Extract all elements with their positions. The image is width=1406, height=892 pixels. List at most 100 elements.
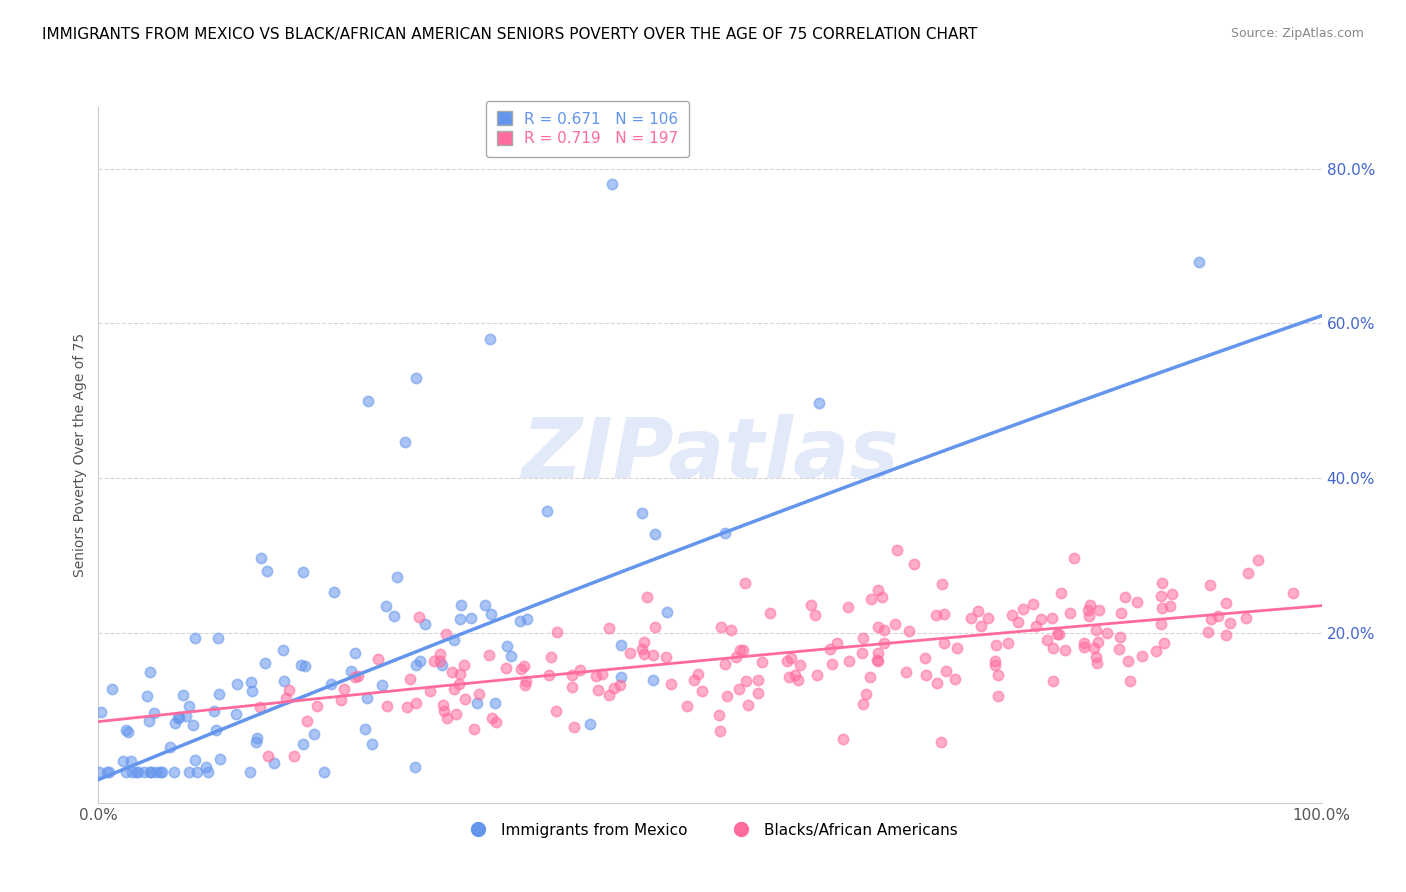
Point	[1024, 619, 1046, 633]
Point	[509, 614, 531, 628]
Point	[591, 667, 613, 681]
Point	[644, 619, 666, 633]
Point	[619, 646, 641, 660]
Point	[460, 610, 482, 624]
Point	[249, 700, 271, 714]
Point	[394, 435, 416, 450]
Point	[682, 673, 704, 687]
Point	[510, 661, 533, 675]
Point	[204, 723, 226, 737]
Point	[495, 661, 517, 675]
Point	[821, 657, 844, 672]
Point	[778, 670, 800, 684]
Point	[347, 669, 370, 683]
Point	[598, 621, 620, 635]
Point	[747, 686, 769, 700]
Point	[499, 649, 522, 664]
Point	[121, 754, 143, 768]
Point	[256, 749, 278, 764]
Point	[291, 565, 314, 579]
Point	[1073, 640, 1095, 654]
Point	[115, 764, 138, 779]
Point	[987, 690, 1010, 704]
Point	[609, 678, 631, 692]
Point	[688, 667, 710, 681]
Point	[659, 677, 682, 691]
Point	[1007, 615, 1029, 629]
Point	[820, 641, 842, 656]
Point	[1130, 648, 1153, 663]
Point	[868, 654, 890, 668]
Point	[139, 764, 162, 779]
Point	[1215, 596, 1237, 610]
Point	[312, 764, 335, 779]
Point	[714, 525, 737, 540]
Point	[1073, 636, 1095, 650]
Point	[1144, 644, 1167, 658]
Point	[984, 658, 1007, 673]
Point	[163, 764, 186, 779]
Point	[633, 647, 655, 661]
Point	[1234, 611, 1257, 625]
Point	[343, 646, 366, 660]
Point	[1236, 566, 1258, 580]
Point	[367, 652, 389, 666]
Point	[960, 611, 983, 625]
Point	[515, 674, 537, 689]
Point	[356, 690, 378, 705]
Point	[1247, 553, 1270, 567]
Point	[135, 689, 157, 703]
Point	[174, 708, 197, 723]
Point	[588, 683, 610, 698]
Point	[408, 610, 430, 624]
Point	[855, 687, 877, 701]
Point	[1042, 641, 1064, 656]
Point	[1012, 601, 1035, 615]
Point	[825, 636, 848, 650]
Point	[115, 723, 138, 737]
Point	[561, 680, 583, 694]
Point	[579, 716, 602, 731]
Point	[1087, 635, 1109, 649]
Point	[121, 764, 143, 779]
Point	[894, 665, 917, 680]
Point	[934, 607, 956, 621]
Text: IMMIGRANTS FROM MEXICO VS BLACK/AFRICAN AMERICAN SENIORS POVERTY OVER THE AGE OF: IMMIGRANTS FROM MEXICO VS BLACK/AFRICAN …	[42, 27, 977, 42]
Point	[143, 706, 166, 720]
Point	[734, 673, 756, 688]
Point	[429, 654, 451, 668]
Point	[903, 557, 925, 571]
Point	[240, 684, 263, 698]
Point	[370, 678, 392, 692]
Point	[636, 591, 658, 605]
Point	[356, 393, 378, 408]
Point	[1108, 641, 1130, 656]
Point	[868, 620, 890, 634]
Point	[1053, 643, 1076, 657]
Point	[789, 658, 811, 673]
Legend: Immigrants from Mexico, Blacks/African Americans: Immigrants from Mexico, Blacks/African A…	[457, 817, 963, 844]
Point	[382, 608, 405, 623]
Point	[181, 718, 204, 732]
Point	[138, 764, 160, 779]
Point	[1114, 590, 1136, 604]
Y-axis label: Seniors Poverty Over the Age of 75: Seniors Poverty Over the Age of 75	[73, 333, 87, 577]
Point	[179, 764, 201, 779]
Point	[728, 681, 751, 696]
Point	[1111, 606, 1133, 620]
Point	[450, 598, 472, 612]
Point	[866, 653, 889, 667]
Point	[290, 657, 312, 672]
Point	[1108, 630, 1130, 644]
Point	[165, 715, 187, 730]
Point	[946, 641, 969, 656]
Point	[1188, 254, 1211, 268]
Point	[641, 673, 664, 687]
Point	[159, 739, 181, 754]
Point	[294, 659, 316, 673]
Point	[374, 599, 396, 613]
Point	[179, 698, 201, 713]
Point	[569, 663, 592, 677]
Point	[1036, 633, 1059, 648]
Point	[709, 723, 731, 738]
